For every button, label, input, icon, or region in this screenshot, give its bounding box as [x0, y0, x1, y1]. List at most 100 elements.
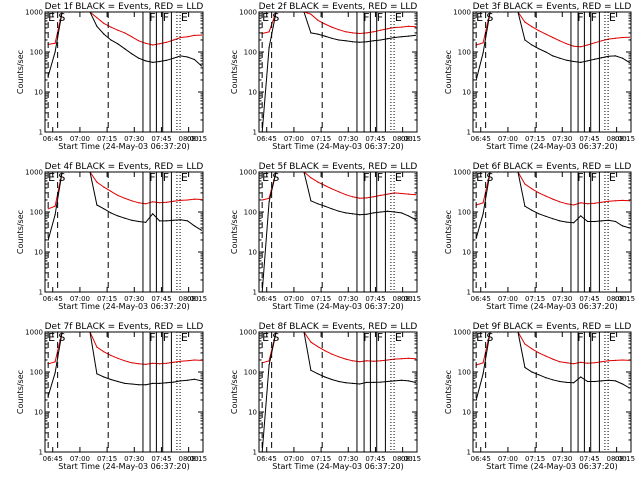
series-black-point — [310, 200, 312, 202]
event-flag-label: S — [58, 331, 65, 344]
series-red-point — [359, 361, 361, 363]
series-red-line — [476, 172, 630, 206]
y-tick-label: 100 — [458, 209, 471, 217]
series-red-point — [573, 363, 575, 365]
x-axis-label: Start Time (24-May-03 06:37:20) — [486, 462, 617, 471]
x-tick-label: 08:00 — [393, 455, 413, 463]
series-black-point — [601, 57, 603, 59]
series-black-point — [96, 373, 98, 375]
series-black-point — [387, 38, 389, 40]
series-black-point — [124, 48, 126, 50]
series-red-point — [317, 181, 319, 183]
plot-frame — [44, 331, 204, 453]
series-red-point — [607, 360, 610, 362]
series-black-point — [159, 382, 161, 384]
series-red-point — [193, 359, 196, 361]
series-red-point — [96, 181, 98, 183]
series-black-point — [200, 65, 202, 67]
series-red-point — [380, 194, 382, 196]
series-red-point — [131, 362, 133, 364]
series-black-point — [407, 35, 410, 37]
x-tick-label: 07:00 — [498, 455, 518, 463]
series-black-point — [159, 60, 161, 63]
y-tick-label: 1000 — [453, 9, 471, 17]
event-flag-label: F — [163, 331, 169, 344]
series-red-point — [193, 198, 196, 200]
y-tick-label: 100 — [458, 369, 471, 377]
x-axis-label: Start Time (24-May-03 06:37:20) — [58, 142, 189, 151]
series-black-point — [317, 373, 319, 375]
series-black-point — [324, 205, 326, 207]
series-black-point — [179, 55, 182, 57]
series-black-point — [138, 57, 140, 59]
x-tick-label: 08:00 — [179, 135, 199, 143]
series-black-point — [303, 172, 305, 173]
series-red-point — [601, 361, 603, 363]
series-red-point — [352, 196, 354, 198]
series-black-point — [152, 61, 154, 64]
series-red-point — [621, 36, 624, 39]
plot-frame — [258, 11, 418, 133]
x-tick-label: 07:30 — [124, 135, 144, 143]
y-tick-label: 100 — [30, 49, 43, 57]
x-tick-label: 07:30 — [552, 455, 572, 463]
y-tick-label: 100 — [244, 49, 257, 57]
x-tick-label: 07:15 — [311, 455, 331, 463]
x-tick-label: 08:15 — [615, 295, 635, 303]
x-tick-label: 07:00 — [284, 135, 304, 143]
series-red-point — [607, 200, 610, 202]
series-red-point — [345, 358, 347, 360]
series-black-point — [200, 229, 202, 231]
panel-det-4f: Det 4f BLACK = Events, RED = LLD 1 10 100 10… — [16, 162, 207, 311]
y-axis-label: Counts/sec — [444, 370, 453, 414]
series-red-point — [552, 198, 554, 200]
series-black-point — [275, 12, 277, 13]
series-black-point — [538, 374, 540, 376]
series-black-point — [400, 379, 403, 381]
series-black-point — [475, 79, 477, 81]
series-red-point — [261, 199, 263, 201]
series-black-line — [475, 12, 630, 81]
event-flag-label: F — [149, 11, 155, 24]
series-black-point — [261, 291, 263, 292]
series-black-point — [61, 12, 63, 13]
series-black-point — [96, 204, 98, 206]
plot-frame — [472, 331, 632, 453]
series-black-point — [75, 12, 77, 13]
series-black-point — [517, 172, 519, 173]
event-flag-label: S — [272, 11, 279, 24]
series-black-point — [89, 12, 91, 13]
series-black-point — [138, 384, 140, 386]
series-red-point — [566, 43, 568, 45]
series-black-point — [594, 220, 596, 223]
series-red-point — [124, 32, 126, 34]
series-red-point — [531, 188, 533, 190]
series-black-line — [261, 332, 416, 452]
series-black-point — [296, 172, 298, 173]
series-black-point — [103, 33, 105, 35]
x-tick-label: 08:15 — [401, 455, 421, 463]
series-red-point — [200, 34, 202, 36]
series-red-point — [621, 359, 624, 361]
y-tick-label: 1000 — [453, 169, 471, 177]
y-tick-label: 10 — [248, 409, 257, 417]
series-red-point — [387, 359, 389, 361]
plot-area — [475, 12, 631, 132]
y-axis-label: Counts/sec — [230, 50, 239, 94]
event-flag-label: E — [609, 171, 616, 184]
series-black-point — [200, 380, 202, 382]
series-black-point — [607, 55, 610, 57]
series-red-point — [566, 362, 568, 364]
series-black-point — [261, 451, 263, 452]
y-tick-label: 10 — [248, 89, 257, 97]
x-tick-label: 07:30 — [552, 295, 572, 303]
series-black-point — [628, 61, 631, 64]
series-red-point — [331, 188, 333, 190]
series-black-point — [145, 221, 147, 223]
x-tick-label: 08:15 — [401, 135, 421, 143]
x-tick-label: 07:15 — [311, 295, 331, 303]
x-tick-label: 07:15 — [97, 135, 117, 143]
series-red-point — [552, 358, 554, 360]
series-black-point — [110, 212, 112, 214]
